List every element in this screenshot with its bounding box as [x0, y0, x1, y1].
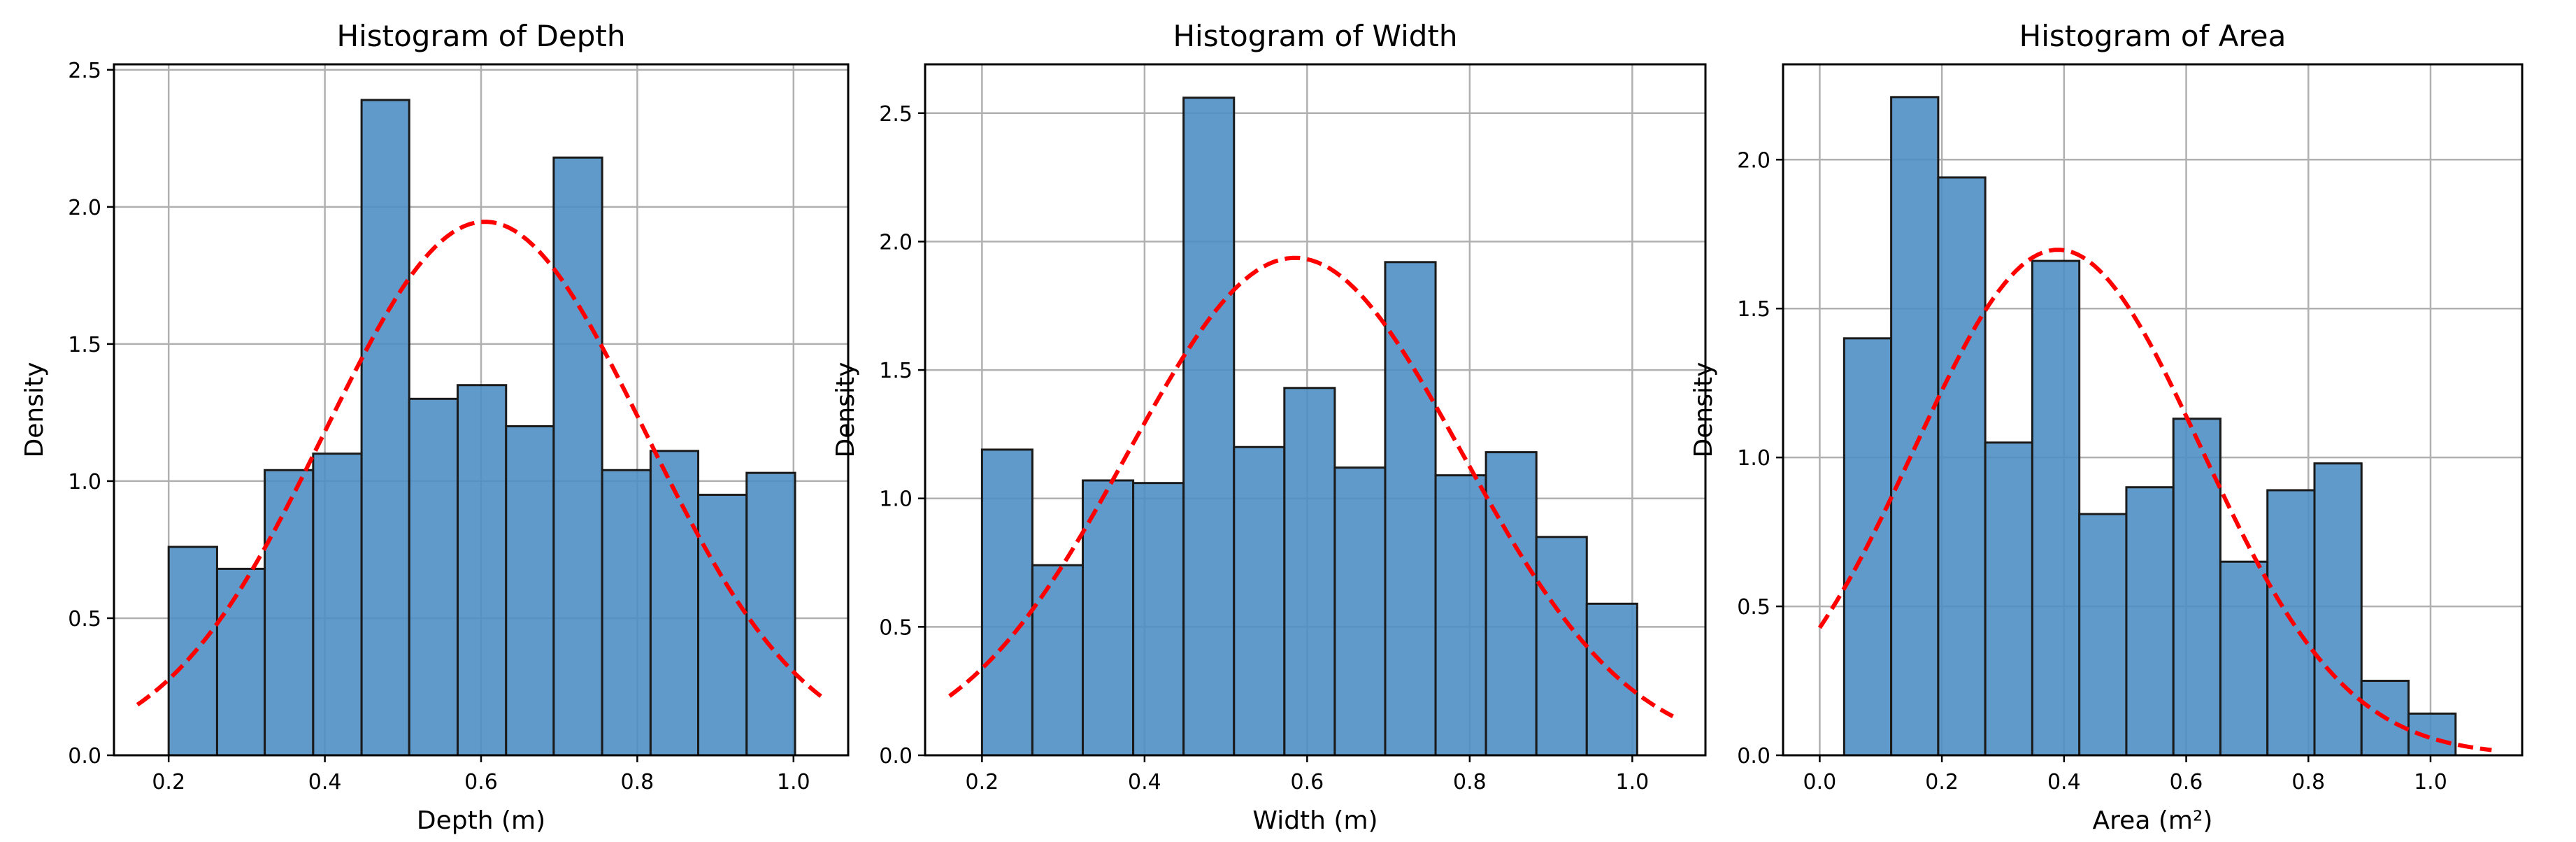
histogram-bar: [1182, 97, 1236, 757]
histogram-bar: [2078, 513, 2128, 757]
histogram-bar: [1937, 176, 1987, 757]
histogram-bar: [1434, 474, 1487, 757]
histogram-bar: [360, 99, 410, 757]
x-axis-label: Area (m²): [2093, 806, 2213, 835]
histogram-bar: [215, 567, 266, 757]
y-tick-label: 1.5: [1737, 297, 1770, 322]
histogram-bar: [2031, 259, 2081, 757]
x-tick-label: 1.0: [1616, 770, 1650, 794]
histogram-bar: [552, 156, 603, 757]
y-tick-label: 1.0: [879, 487, 913, 512]
x-tick-label: 0.6: [2170, 770, 2203, 794]
y-tick-label: 2.5: [879, 102, 913, 127]
y-tick-label: 2.0: [68, 196, 101, 220]
histogram-bar: [1132, 482, 1185, 757]
histogram-bar: [1984, 441, 2033, 757]
chart-title: Histogram of Depth: [337, 19, 626, 53]
chart-title: Histogram of Area: [2019, 19, 2287, 53]
x-tick-label: 0.6: [1291, 770, 1324, 794]
panel-area: 0.0 0.2 0.4 0.6 0.8 1.0 0.0 0.5 1.0 1.5 2.0 Histogr…: [1689, 19, 2524, 835]
histogram-bar: [1233, 445, 1286, 757]
x-tick-label: 0.4: [308, 770, 342, 794]
y-tick-label: 0.5: [68, 607, 101, 632]
x-axis-label: Depth (m): [417, 806, 545, 835]
y-tick-label: 0.5: [1737, 595, 1770, 620]
y-tick-label: 0.0: [68, 744, 101, 769]
y-tick-label: 2.0: [879, 230, 913, 255]
histogram-bar: [2172, 418, 2221, 757]
y-tick-label: 2.0: [1737, 148, 1770, 173]
histogram-bar: [1333, 466, 1387, 757]
panel-width: 0.2 0.4 0.6 0.8 1.0 0.0 0.5 1.0 1.5 2.0 2.5 Histogr…: [831, 19, 1707, 835]
histogram-bar: [745, 471, 796, 757]
x-axis-label: Width (m): [1252, 806, 1378, 835]
histogram-bar: [1535, 536, 1588, 757]
histogram-bar: [312, 452, 363, 757]
x-tick-label: 1.0: [777, 770, 810, 794]
histogram-bar: [980, 448, 1033, 757]
y-tick-label: 1.0: [68, 470, 101, 494]
x-tick-label: 0.2: [152, 770, 185, 794]
x-tick-label: 0.8: [1453, 770, 1487, 794]
histogram-bar: [2125, 486, 2175, 757]
histogram-bar: [1082, 479, 1135, 757]
x-tick-label: 0.8: [2291, 770, 2325, 794]
histogram-bar: [264, 469, 315, 757]
histogram-bar: [505, 425, 555, 757]
x-tick-label: 0.4: [2047, 770, 2081, 794]
y-tick-label: 0.0: [1737, 744, 1770, 769]
y-axis-label: Density: [831, 362, 860, 458]
x-tick-label: 0.8: [621, 770, 654, 794]
y-axis-label: Density: [20, 362, 49, 458]
histogram-bar: [1585, 602, 1638, 757]
y-tick-label: 0.0: [879, 744, 913, 769]
x-tick-label: 0.2: [966, 770, 999, 794]
density-curve: [948, 255, 1674, 718]
histogram-bar: [1484, 451, 1538, 757]
histogram-bar: [649, 450, 700, 757]
histogram-bar: [2219, 560, 2269, 757]
histogram-bar: [601, 469, 652, 757]
y-tick-label: 1.0: [1737, 446, 1770, 471]
histogram-bar: [456, 384, 508, 757]
x-tick-label: 0.0: [1803, 770, 1837, 794]
y-tick-label: 1.5: [68, 333, 101, 357]
histogram-bar: [408, 397, 459, 757]
chart-title: Histogram of Width: [1173, 19, 1457, 53]
histogram-bar: [1031, 564, 1085, 757]
x-tick-label: 1.0: [2414, 770, 2447, 794]
x-tick-label: 0.2: [1925, 770, 1959, 794]
density-curve: [136, 220, 827, 707]
histogram-bar: [2407, 712, 2457, 757]
axes-frame: [1782, 63, 2524, 757]
histogram-bar: [1283, 387, 1336, 757]
histogram-bar: [2313, 462, 2363, 757]
density-curve: [1817, 248, 2492, 752]
y-axis-label: Density: [1689, 362, 1718, 458]
axes-frame: [924, 63, 1707, 757]
histogram-bar: [697, 494, 748, 757]
panel-depth: 0.2 0.4 0.6 0.8 1.0 0.0 0.5 1.0 1.5 2.0 2.5 Histogr…: [20, 19, 850, 835]
y-tick-label: 0.5: [879, 615, 913, 640]
histogram-bar: [1890, 96, 1940, 757]
y-tick-label: 1.5: [879, 359, 913, 383]
x-tick-label: 0.6: [464, 770, 498, 794]
y-tick-label: 2.5: [68, 59, 101, 83]
x-tick-label: 0.4: [1128, 770, 1161, 794]
